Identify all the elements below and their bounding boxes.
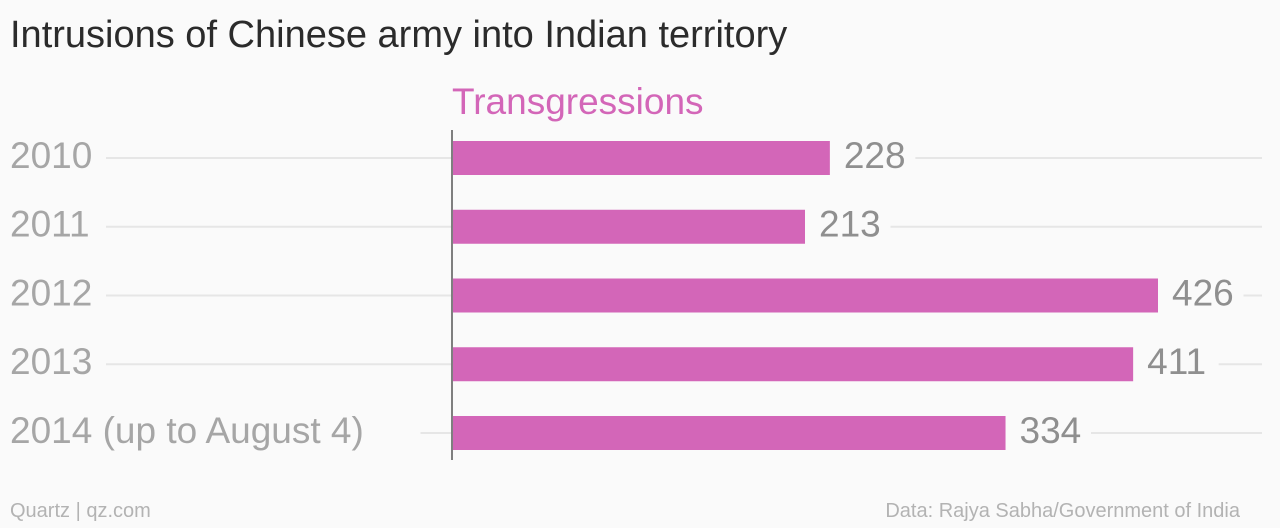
data-label: 426 xyxy=(1172,272,1234,313)
footer-source-right: Data: Rajya Sabha/Government of India xyxy=(885,500,1240,522)
category-label: 2011 xyxy=(10,204,90,245)
category-label: 2010 xyxy=(10,135,92,176)
category-label: 2012 xyxy=(10,272,92,313)
bar xyxy=(452,278,1158,313)
bar xyxy=(452,141,830,175)
category-label: 2013 xyxy=(10,341,92,382)
footer-source-left: Quartz | qz.com xyxy=(10,500,151,522)
bar xyxy=(452,416,1006,450)
series-label: Transgressions xyxy=(452,81,704,122)
category-label: 2014 (up to August 4) xyxy=(10,410,364,451)
bar xyxy=(452,209,805,244)
bar xyxy=(452,347,1134,382)
chart-title: Intrusions of Chinese army into Indian t… xyxy=(10,14,788,56)
data-label: 213 xyxy=(819,204,881,245)
data-label: 334 xyxy=(1020,410,1082,451)
data-label: 228 xyxy=(844,135,906,176)
data-label: 411 xyxy=(1147,341,1206,382)
